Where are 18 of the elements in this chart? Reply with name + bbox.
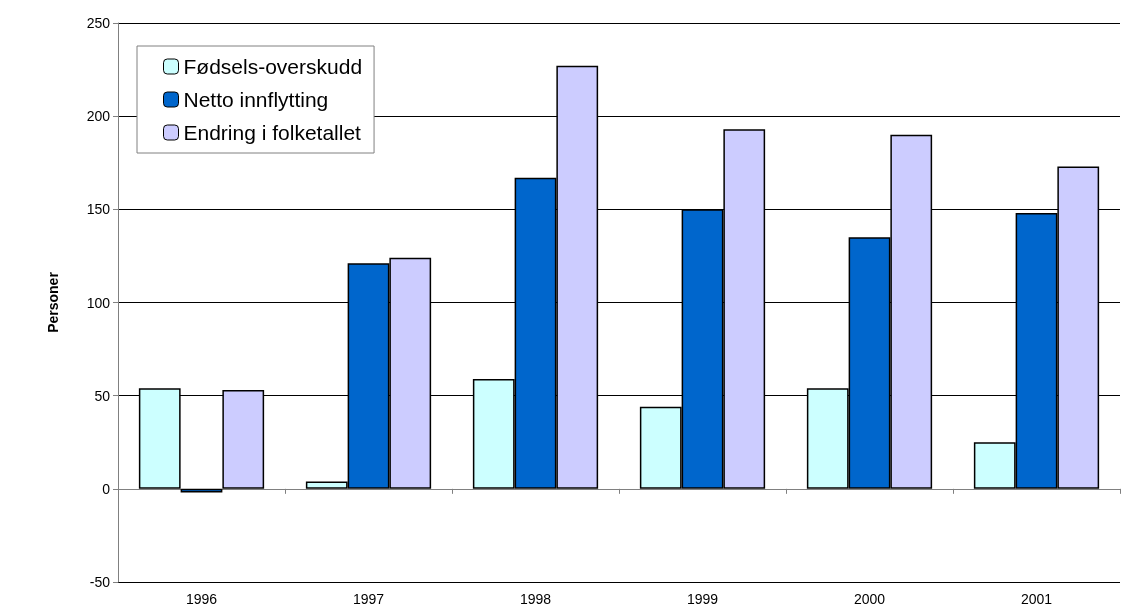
x-tick-label: 2001: [1020, 591, 1053, 606]
x-tick-label: 1997: [352, 591, 385, 606]
legend-label: Endring i folketallet: [183, 121, 362, 144]
y-tick-label: 200: [86, 108, 111, 125]
x-tick-label: 1996: [185, 591, 218, 606]
legend-label: Netto innflytting: [183, 88, 329, 111]
y-tick-label: -50: [89, 574, 111, 590]
y-axis-title: Personer: [45, 271, 61, 333]
y-tick-label: 250: [86, 15, 111, 31]
y-tick-label: 0: [102, 480, 111, 497]
legend-label: Fødsels-overskudd: [183, 55, 363, 78]
y-tick-label: 50: [94, 387, 111, 404]
x-tick-label: 1998: [519, 591, 552, 606]
y-tick-label: 100: [86, 294, 111, 311]
y-tick-label: 150: [86, 201, 111, 218]
x-tick-label: 2000: [853, 591, 886, 606]
x-tick-label: 1999: [686, 591, 719, 606]
bar: [180, 488, 223, 493]
